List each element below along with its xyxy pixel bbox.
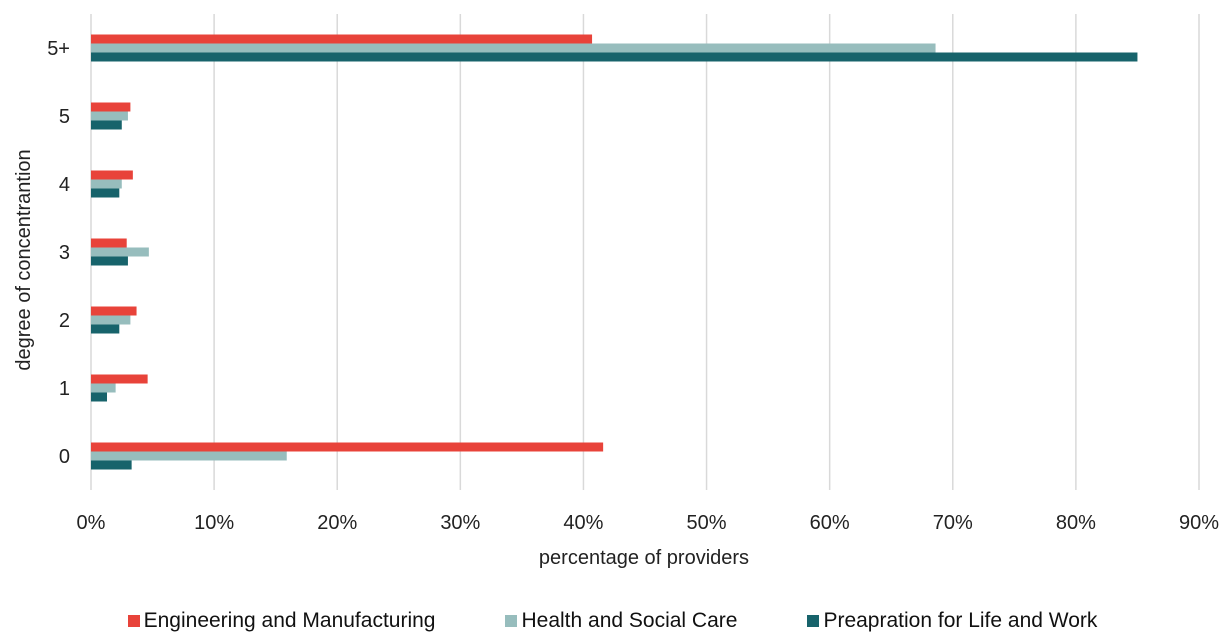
bar [91, 306, 137, 316]
bar [91, 111, 128, 121]
bar [91, 43, 936, 53]
bar [91, 120, 122, 130]
bar [91, 102, 131, 112]
x-tick-label: 60% [810, 512, 850, 534]
x-tick-label: 50% [687, 512, 727, 534]
bar [91, 179, 122, 189]
bar [91, 451, 287, 461]
bar [91, 383, 116, 393]
bar [91, 460, 132, 470]
bar [91, 392, 108, 402]
bar [91, 374, 148, 384]
bar [91, 442, 604, 452]
x-tick-label: 70% [933, 512, 973, 534]
y-tick-label: 3 [59, 242, 70, 264]
legend: Engineering and Manufacturing Health and … [0, 604, 1225, 638]
y-tick-label: 4 [59, 174, 70, 196]
x-tick-label: 20% [317, 512, 357, 534]
legend-item: Engineering and Manufacturing [127, 609, 436, 633]
x-axis-ticks: 0% 10% 20% 30% 40% 50% 60% 70% 80% 90% [77, 512, 1220, 534]
legend-label: Health and Social Care [521, 609, 738, 632]
x-tick-label: 40% [563, 512, 603, 534]
gridlines [90, 14, 1200, 490]
x-tick-label: 0% [77, 512, 106, 534]
legend-item: Preapration for Life and Work [807, 609, 1097, 633]
bar [91, 188, 120, 198]
bar [91, 170, 133, 180]
legend-item: Health and Social Care [505, 609, 737, 633]
bar [91, 256, 128, 266]
y-axis-ticks: 0 1 2 3 4 5 5+ [47, 38, 70, 468]
x-tick-label: 10% [194, 512, 234, 534]
bar [91, 34, 593, 44]
legend-swatch [807, 615, 820, 627]
y-axis-title: degree of concentrantion [13, 149, 35, 370]
bar [91, 238, 127, 248]
x-tick-label: 30% [440, 512, 480, 534]
y-tick-label: 2 [59, 310, 70, 332]
x-tick-label: 90% [1179, 512, 1219, 534]
legend-label: Preapration for Life and Work [823, 609, 1098, 632]
x-tick-label: 80% [1056, 512, 1096, 534]
y-tick-label: 1 [59, 378, 70, 400]
y-tick-label: 5 [59, 106, 70, 128]
bar [91, 324, 120, 334]
legend-label: Engineering and Manufacturing [143, 609, 436, 632]
bar [91, 247, 149, 257]
bars [91, 34, 1138, 470]
bar [91, 52, 1138, 62]
legend-swatch [505, 615, 518, 627]
y-tick-label: 5+ [47, 38, 70, 60]
chart: 0% 10% 20% 30% 40% 50% 60% 70% 80% 90% 0 1 2 3 4 5 5+ p… [13, 14, 1220, 569]
y-tick-label: 0 [59, 446, 70, 468]
x-axis-title: percentage of providers [539, 547, 749, 569]
bar [91, 315, 131, 325]
legend-swatch [127, 615, 140, 627]
